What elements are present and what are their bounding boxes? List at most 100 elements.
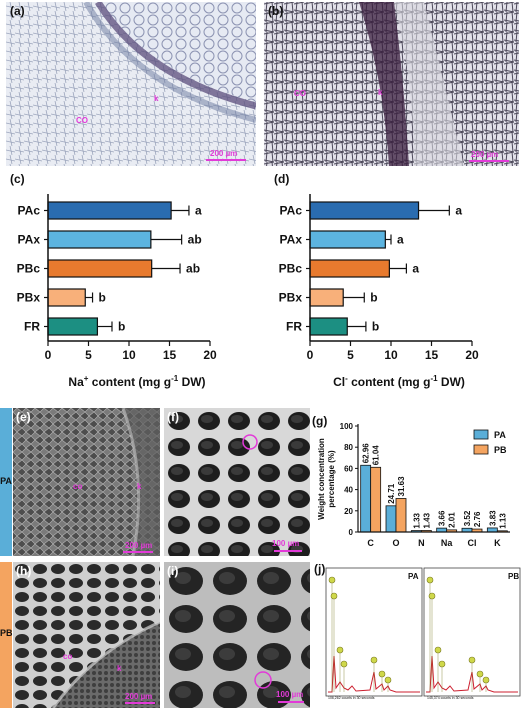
sem-e-texture — [13, 408, 160, 556]
x-tick-label-Cl: Cl — [468, 538, 477, 548]
eds-peak-marker-pb-0 — [426, 576, 434, 584]
panel-label-f: (f) — [167, 410, 179, 424]
sig-letter-PBc: a — [412, 262, 419, 276]
chart-d-panel: (d) a PAc a PAx a PBc b PBx b FR 0 5 10 15 20 Cl- conte… — [262, 168, 526, 396]
legend-label-PA: PA — [494, 430, 506, 440]
micrograph-a-texture — [6, 2, 256, 166]
label-k-a: k — [154, 94, 159, 103]
bar-PBc — [47, 259, 153, 278]
eds-peak-marker-pa-6 — [384, 676, 392, 684]
data-label-PA-Cl: 3.52 — [463, 510, 472, 526]
panel-label-c: (c) — [10, 172, 25, 186]
x-tick-label-20: 20 — [203, 348, 217, 362]
sem-i: (i) 100 µm — [164, 562, 310, 708]
x-axis-label-part-3: -1 — [430, 374, 438, 383]
eds-peak-marker-pa-2 — [336, 646, 344, 654]
panel-label-e: (e) — [16, 410, 31, 424]
category-label-PBc: PBc — [17, 262, 41, 276]
sem-h: (h) co k 200 µm — [13, 562, 160, 708]
panel-label-d: (d) — [274, 172, 290, 186]
x-axis-label-part-4: DW) — [438, 375, 465, 389]
data-label-PA-Na: 3.66 — [438, 510, 447, 526]
category-label-PBc: PBc — [279, 262, 303, 276]
legend-swatch-PA — [473, 429, 489, 440]
data-label-PB-C: 61.04 — [372, 445, 381, 466]
chart-c-panel: (c) a PAc ab PAx ab PBc b PBx b FR 0 5 10 15 20 Na+ con… — [0, 168, 262, 396]
eds-spectrum-pa — [328, 655, 420, 693]
side-band-pb — [0, 562, 12, 708]
eds-pa-footer: 106,262 counts in 30 seconds — [328, 696, 375, 700]
eds-peak-marker-pb-3 — [438, 660, 446, 668]
category-label-FR: FR — [24, 320, 40, 334]
sem-f-texture — [164, 408, 310, 556]
x-tick-label-5: 5 — [347, 348, 354, 362]
sig-letter-PAx: ab — [188, 233, 202, 247]
eds-peak-marker-pb-2 — [434, 646, 442, 654]
data-label-PB-O: 31.63 — [397, 476, 406, 497]
chart-c: a PAc ab PAx ab PBc b PBx b FR 0 5 10 15 20 Na+ content… — [17, 194, 217, 389]
y-tick-label-100: 100 — [340, 422, 354, 431]
panel-label-g: (g) — [312, 414, 328, 428]
eds-spectra — [325, 567, 521, 697]
eds-peak-marker-pb-5 — [476, 670, 484, 678]
x-axis-label: Cl- content (mg g-1 DW) — [333, 374, 465, 389]
x-tick-label-Na: Na — [441, 538, 453, 548]
y-tick-label-20: 20 — [344, 507, 353, 516]
y-axis-label-line1: Weight concentration — [317, 438, 326, 520]
sig-letter-PBc: ab — [186, 262, 200, 276]
scale-bar-a — [206, 159, 246, 161]
x-tick-label-O: O — [392, 538, 399, 548]
y-tick-label-40: 40 — [344, 486, 353, 495]
data-label-PA-N: 1.33 — [412, 512, 421, 528]
label-co-e: co — [73, 482, 83, 491]
x-axis-label-part-4: DW) — [178, 375, 205, 389]
x-tick-label-15: 15 — [163, 348, 177, 362]
x-tick-label-15: 15 — [425, 348, 439, 362]
y-tick-label-0: 0 — [349, 528, 354, 537]
x-tick-label-K: K — [494, 538, 501, 548]
sig-letter-PBx: b — [99, 291, 106, 305]
panel-label-j: (j) — [314, 562, 326, 576]
scale-text-i: 100 µm — [276, 690, 304, 699]
panel-label-i: (i) — [167, 564, 179, 578]
eds-peak-marker-pb-4 — [468, 656, 476, 664]
x-axis-label-part-1: - — [345, 374, 348, 383]
bar-PB-C — [370, 466, 382, 533]
data-label-PA-C: 62.96 — [362, 443, 371, 464]
x-axis-label-part-3: -1 — [171, 374, 179, 383]
scale-text-b: 200 µm — [471, 150, 499, 159]
legend-swatch-PB — [473, 444, 489, 455]
bar-PBx — [309, 288, 344, 307]
eds-peak-marker-pa-1 — [330, 592, 338, 600]
bar-PAc — [47, 201, 172, 220]
eds-pb-footer: 145,374 counts in 30 seconds — [427, 696, 474, 700]
x-tick-label-0: 0 — [307, 348, 314, 362]
micrograph-a: (a) CO k 200 µm — [6, 2, 256, 166]
data-label-PB-N: 1.43 — [422, 512, 431, 528]
scale-text-e: 200 µm — [125, 541, 153, 550]
category-label-FR: FR — [286, 320, 302, 334]
sem-i-texture — [164, 562, 310, 708]
chart-g-panel: (g) 0 20 40 60 80 100 62.96 61.04 C 24.71 31.63 O 1.… — [310, 410, 526, 560]
x-axis-label-part-0: Na — [68, 375, 84, 389]
y-tick-label-60: 60 — [344, 464, 353, 473]
scale-bar-i — [278, 701, 304, 703]
eds-pa-label: PA — [408, 572, 419, 581]
bar-PBc — [309, 259, 390, 278]
category-label-PBx: PBx — [17, 291, 41, 305]
eds-peak-marker-pa-4 — [370, 656, 378, 664]
sig-letter-PAc: a — [455, 204, 462, 218]
bar-FR — [309, 317, 348, 336]
x-axis-label-part-1: + — [84, 374, 89, 383]
x-axis-label-part-2: content (mg g — [88, 375, 171, 389]
micrograph-b: (b) CO k 200 µm — [264, 2, 519, 166]
bar-PAx — [309, 230, 386, 249]
bar-PB-O — [395, 498, 407, 533]
scale-text-h: 200 µm — [125, 692, 153, 701]
sem-e: (e) co k 200 µm — [13, 408, 160, 556]
label-co-a: CO — [76, 116, 88, 125]
eds-peak-marker-pa-3 — [340, 660, 348, 668]
bar-PBx — [47, 288, 86, 307]
